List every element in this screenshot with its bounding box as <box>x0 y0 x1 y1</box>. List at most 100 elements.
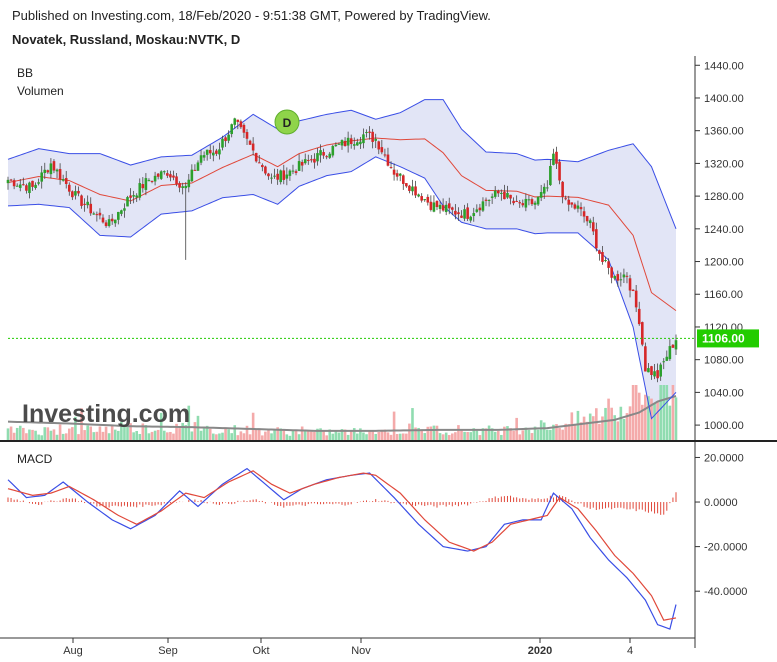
volume-bar <box>616 421 620 440</box>
candle-body <box>487 199 491 201</box>
bollinger-upper <box>7 99 677 230</box>
candle-body <box>215 150 218 154</box>
volume-bar <box>9 426 13 440</box>
volume-bar <box>261 435 264 440</box>
candle-body <box>261 165 264 168</box>
candle-body <box>656 370 659 379</box>
volume-bar <box>665 385 669 440</box>
candle-body <box>386 154 390 166</box>
candle-body <box>113 219 117 224</box>
candle-body <box>25 185 28 191</box>
volume-bar <box>374 433 378 440</box>
volume-bar <box>264 431 267 440</box>
candle-body <box>98 212 102 216</box>
volume-bar <box>625 413 629 440</box>
macd-line <box>7 467 677 630</box>
volume-bar <box>395 434 399 440</box>
candle-body <box>429 201 433 210</box>
candle-body <box>227 134 230 141</box>
volume-bar <box>67 428 71 440</box>
candle-body <box>423 199 427 201</box>
candle-body <box>150 180 154 182</box>
candle-body <box>300 161 304 166</box>
candle-body <box>408 185 411 191</box>
candle-body <box>129 195 132 198</box>
volume-bar <box>22 427 25 440</box>
candle-body <box>506 193 509 198</box>
candle-body <box>671 344 675 348</box>
volume-bar <box>294 430 298 440</box>
volume-bar <box>64 433 68 440</box>
volume-bar <box>521 430 525 440</box>
volume-bar <box>653 403 656 440</box>
volume-bar <box>248 434 252 440</box>
candle-body <box>28 182 31 194</box>
volume-bar <box>512 430 515 440</box>
volume-bar <box>141 423 145 440</box>
candle-body <box>521 203 525 206</box>
candle-body <box>310 159 313 161</box>
candle-body <box>518 202 522 204</box>
signal-line <box>7 470 677 621</box>
volume-bar <box>552 424 555 440</box>
volume-bar <box>340 429 344 440</box>
volume-bar <box>117 430 120 440</box>
candle-body <box>156 173 160 177</box>
volume-bar <box>156 429 160 440</box>
candle-body <box>420 196 423 201</box>
volume-bar <box>371 431 374 440</box>
macd-histogram <box>7 492 677 515</box>
candle-body <box>254 152 258 162</box>
volume-ma-line <box>7 395 677 432</box>
volume-bar <box>276 427 279 440</box>
volume-bar <box>607 398 610 440</box>
candle-body <box>346 137 350 146</box>
volume-bar <box>570 412 574 440</box>
candle-body <box>503 191 506 200</box>
candle-body <box>285 174 289 179</box>
candle-body <box>153 175 157 182</box>
candle-body <box>389 167 393 169</box>
volume-bar <box>138 433 142 440</box>
candle-body <box>196 162 200 171</box>
volume-bar <box>150 431 154 440</box>
last-price-label: 1106.00 <box>702 331 745 345</box>
volume-bar <box>15 427 19 440</box>
volume-bar <box>490 428 494 440</box>
volume-bar <box>178 428 181 440</box>
candle-body <box>37 182 40 184</box>
candle-body <box>362 134 365 144</box>
candle-body <box>555 151 558 164</box>
volume-bar <box>656 401 659 440</box>
volume-bar <box>588 413 592 440</box>
volume-bar <box>86 425 89 440</box>
volume-bar <box>236 435 240 440</box>
candle-body <box>359 141 362 145</box>
volume-bar <box>567 424 571 440</box>
price-tick-label: 1080.00 <box>704 355 744 367</box>
volume-bar <box>671 385 675 440</box>
volume-bar <box>95 431 99 440</box>
volume-bar <box>331 433 335 440</box>
candle-body <box>451 207 454 210</box>
volume-bar <box>506 426 509 440</box>
candle-body <box>288 170 292 176</box>
candle-body <box>117 211 120 220</box>
volume-bar <box>227 429 230 440</box>
candle-body <box>576 205 580 209</box>
volume-bar <box>55 434 59 440</box>
volume-bar <box>631 385 635 440</box>
candle-body <box>15 185 19 187</box>
candle-body <box>172 175 175 178</box>
volume-bar <box>469 432 472 440</box>
candle-body <box>469 216 472 221</box>
candle-body <box>591 222 595 232</box>
volume-bar <box>539 420 543 440</box>
volume-bar <box>104 426 108 440</box>
volume-bar <box>530 433 534 440</box>
volume-bar <box>493 431 497 440</box>
candle-body <box>34 184 37 188</box>
volume-bar <box>674 397 678 440</box>
candle-body <box>71 191 74 198</box>
volume-bar <box>401 433 405 440</box>
